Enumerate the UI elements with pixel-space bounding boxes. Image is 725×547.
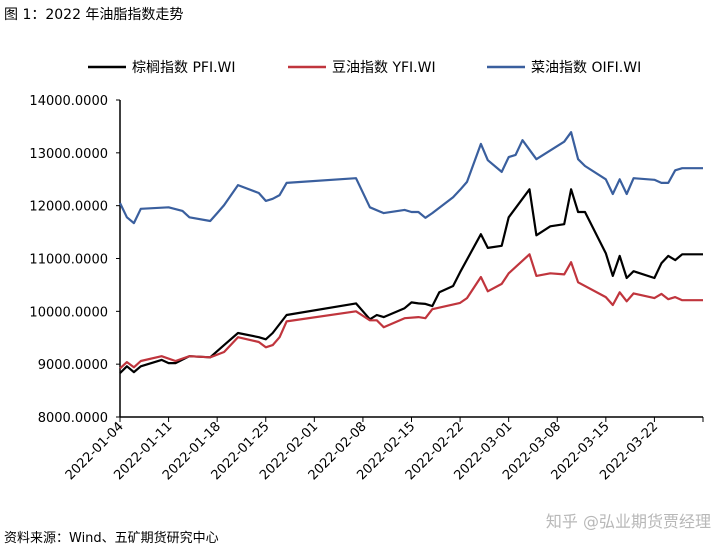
series-line-1	[119, 253, 703, 370]
y-tick-label: 9000.0000	[38, 358, 108, 373]
y-tick-label: 10000.0000	[29, 305, 108, 320]
y-tick-label: 14000.0000	[29, 94, 108, 109]
series-line-0	[119, 188, 703, 374]
y-tick-label: 12000.0000	[29, 200, 108, 215]
legend-label-2: 菜油指数 OIFI.WI	[531, 60, 641, 76]
legend-label-1: 豆油指数 YFI.WI	[332, 60, 436, 76]
legend-label-0: 棕榈指数 PFI.WI	[132, 60, 236, 76]
source-note: 资料来源：Wind、五矿期货研究中心	[4, 531, 219, 546]
watermark: 知乎 @弘业期货贾经理	[545, 512, 711, 531]
y-tick-label: 8000.0000	[38, 411, 108, 426]
figure-title: 图 1：2022 年油脂指数走势	[4, 7, 184, 23]
y-tick-label: 13000.0000	[29, 147, 108, 162]
y-tick-label: 11000.0000	[29, 253, 108, 268]
series-line-2	[119, 131, 703, 225]
